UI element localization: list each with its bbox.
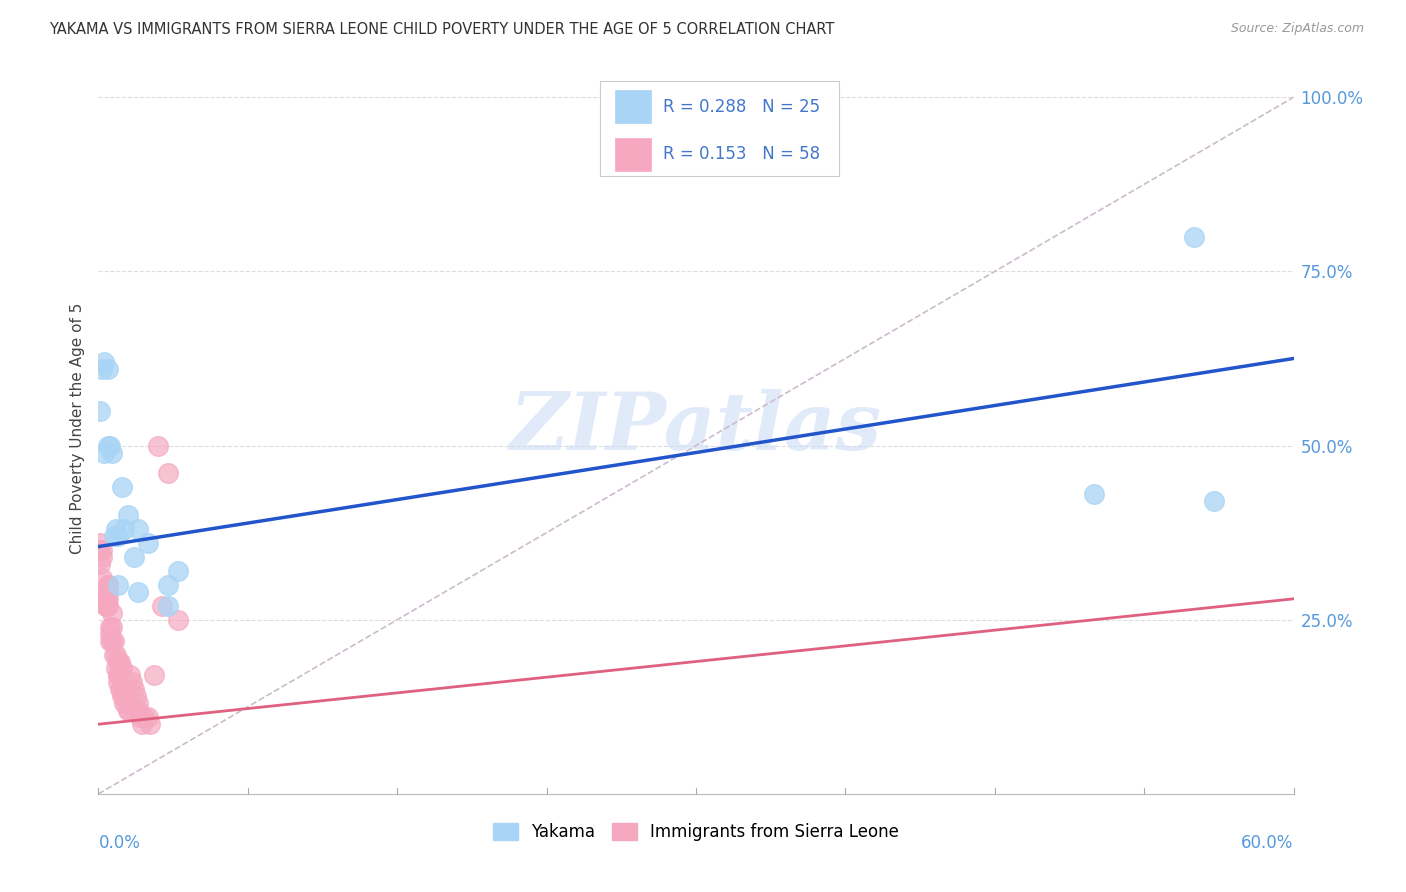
Point: [101, 633, 124, 648]
Point: [96, 599, 118, 613]
Point: [91, 571, 114, 585]
Point: [127, 585, 149, 599]
Point: [110, 655, 132, 669]
Point: [93, 591, 115, 606]
Point: [127, 696, 149, 710]
Point: [103, 633, 125, 648]
Point: [157, 467, 180, 481]
Point: [107, 655, 129, 669]
Point: [97, 439, 120, 453]
Point: [107, 578, 129, 592]
Point: [101, 606, 124, 620]
Point: [91, 362, 114, 376]
Point: [91, 549, 114, 564]
Point: [127, 522, 149, 536]
Point: [93, 585, 115, 599]
Point: [101, 445, 124, 459]
Point: [97, 585, 120, 599]
Point: [120, 668, 142, 682]
Point: [89, 557, 111, 571]
Point: [150, 599, 173, 613]
Point: [134, 710, 156, 724]
Point: [157, 599, 180, 613]
Point: [112, 522, 135, 536]
Y-axis label: Child Poverty Under the Age of 5: Child Poverty Under the Age of 5: [69, 302, 84, 554]
Point: [89, 403, 111, 417]
Point: [98, 626, 122, 640]
Point: [107, 529, 129, 543]
Point: [97, 578, 120, 592]
Point: [105, 648, 128, 662]
Point: [157, 578, 180, 592]
Point: [110, 682, 132, 697]
Point: [148, 439, 170, 453]
Point: [91, 543, 114, 558]
Point: [107, 668, 129, 682]
Point: [89, 543, 111, 558]
Point: [167, 613, 190, 627]
Text: ZIPatlas: ZIPatlas: [510, 390, 882, 467]
Text: R = 0.153   N = 58: R = 0.153 N = 58: [662, 145, 820, 163]
Point: [124, 682, 146, 697]
FancyBboxPatch shape: [600, 81, 839, 176]
Point: [97, 599, 120, 613]
Point: [1202, 494, 1225, 508]
Point: [96, 591, 118, 606]
Point: [115, 696, 138, 710]
Point: [97, 578, 120, 592]
Legend: Yakama, Immigrants from Sierra Leone: Yakama, Immigrants from Sierra Leone: [486, 816, 905, 847]
Point: [117, 703, 139, 717]
Bar: [614, 138, 651, 171]
Text: YAKAMA VS IMMIGRANTS FROM SIERRA LEONE CHILD POVERTY UNDER THE AGE OF 5 CORRELAT: YAKAMA VS IMMIGRANTS FROM SIERRA LEONE C…: [49, 22, 835, 37]
Point: [124, 549, 146, 564]
Point: [121, 675, 143, 690]
Point: [112, 690, 135, 704]
Point: [105, 661, 128, 675]
Point: [103, 648, 125, 662]
Point: [139, 717, 162, 731]
Text: 0.0%: 0.0%: [98, 834, 141, 852]
Bar: [614, 90, 651, 123]
Point: [89, 536, 111, 550]
Point: [127, 703, 149, 717]
Point: [97, 362, 120, 376]
Point: [167, 564, 190, 578]
Text: R = 0.288   N = 25: R = 0.288 N = 25: [662, 98, 820, 116]
Point: [117, 703, 139, 717]
Point: [98, 633, 122, 648]
Point: [129, 710, 152, 724]
Point: [1182, 229, 1205, 244]
Point: [131, 717, 153, 731]
Point: [143, 668, 166, 682]
Point: [107, 675, 129, 690]
Point: [89, 543, 111, 558]
Point: [125, 690, 148, 704]
Point: [117, 508, 139, 523]
Text: 60.0%: 60.0%: [1241, 834, 1294, 852]
Point: [96, 599, 118, 613]
Point: [93, 445, 115, 459]
Text: Source: ZipAtlas.com: Source: ZipAtlas.com: [1230, 22, 1364, 36]
Point: [105, 522, 128, 536]
Point: [1083, 487, 1105, 501]
Point: [107, 668, 129, 682]
Point: [103, 529, 125, 543]
Point: [98, 620, 122, 634]
Point: [93, 591, 115, 606]
Point: [98, 439, 122, 453]
Point: [112, 696, 135, 710]
Point: [111, 661, 134, 675]
Point: [136, 710, 159, 724]
Point: [111, 690, 134, 704]
Point: [111, 682, 134, 697]
Point: [111, 480, 134, 494]
Point: [136, 536, 159, 550]
Point: [101, 620, 124, 634]
Point: [93, 355, 115, 369]
Point: [97, 591, 120, 606]
